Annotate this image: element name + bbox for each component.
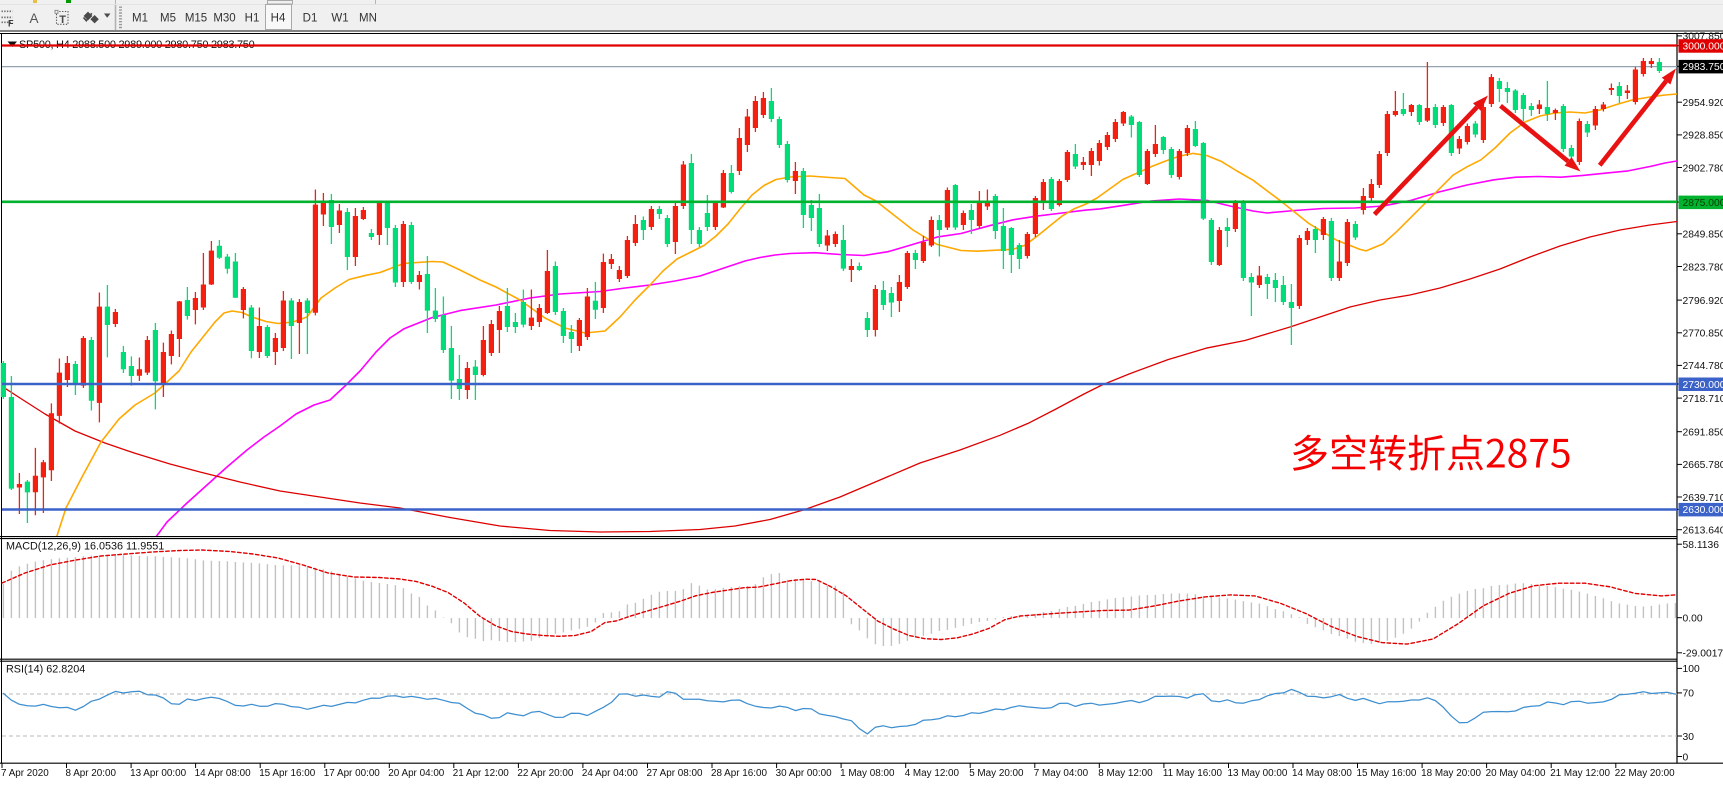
svg-text:100: 100 bbox=[1683, 664, 1700, 675]
svg-text:M5: M5 bbox=[160, 13, 176, 25]
svg-text:D1: D1 bbox=[303, 13, 318, 25]
svg-text:11 May 16:00: 11 May 16:00 bbox=[1163, 768, 1223, 779]
svg-text:2613.640: 2613.640 bbox=[1683, 526, 1723, 537]
svg-text:30 Apr 00:00: 30 Apr 00:00 bbox=[776, 768, 833, 779]
svg-text:0: 0 bbox=[1683, 752, 1689, 763]
svg-text:58.1136: 58.1136 bbox=[1683, 540, 1720, 551]
svg-text:A: A bbox=[30, 11, 39, 26]
svg-text:2770.850: 2770.850 bbox=[1683, 329, 1723, 340]
svg-text:24 Apr 04:00: 24 Apr 04:00 bbox=[582, 768, 639, 779]
svg-text:2744.780: 2744.780 bbox=[1683, 361, 1723, 372]
svg-text:15 Apr 16:00: 15 Apr 16:00 bbox=[259, 768, 316, 779]
svg-text:17 Apr 00:00: 17 Apr 00:00 bbox=[324, 768, 381, 779]
svg-text:27 Apr 08:00: 27 Apr 08:00 bbox=[647, 768, 704, 779]
svg-text:2849.850: 2849.850 bbox=[1683, 230, 1723, 241]
svg-text:T: T bbox=[59, 14, 66, 26]
svg-text:7 May 04:00: 7 May 04:00 bbox=[1034, 768, 1089, 779]
svg-text:8 May 12:00: 8 May 12:00 bbox=[1098, 768, 1153, 779]
svg-text:MACD(12,26,9) 16.0536 11.9551: MACD(12,26,9) 16.0536 11.9551 bbox=[6, 541, 164, 553]
svg-text:4 May 12:00: 4 May 12:00 bbox=[905, 768, 960, 779]
svg-text:RSI(14) 62.8204: RSI(14) 62.8204 bbox=[6, 664, 85, 676]
svg-text:3007.850: 3007.850 bbox=[1683, 32, 1723, 43]
svg-text:13 May 00:00: 13 May 00:00 bbox=[1228, 768, 1288, 779]
svg-text:2983.750: 2983.750 bbox=[1683, 62, 1723, 73]
svg-text:3000.000: 3000.000 bbox=[1683, 42, 1723, 53]
svg-text:H4: H4 bbox=[271, 13, 286, 25]
svg-text:1 May 08:00: 1 May 08:00 bbox=[840, 768, 895, 779]
svg-text:F: F bbox=[8, 19, 14, 29]
svg-text:2691.850: 2691.850 bbox=[1683, 428, 1723, 439]
svg-text:2730.000: 2730.000 bbox=[1683, 380, 1723, 391]
svg-text:5 May 20:00: 5 May 20:00 bbox=[969, 768, 1024, 779]
svg-text:2823.780: 2823.780 bbox=[1683, 262, 1723, 273]
svg-text:2875.000: 2875.000 bbox=[1683, 198, 1723, 209]
svg-text:2954.920: 2954.920 bbox=[1683, 98, 1723, 109]
svg-text:2718.710: 2718.710 bbox=[1683, 394, 1723, 405]
svg-text:-29.0017: -29.0017 bbox=[1683, 649, 1723, 660]
svg-text:14 May 08:00: 14 May 08:00 bbox=[1292, 768, 1352, 779]
svg-text:22 May 20:00: 22 May 20:00 bbox=[1615, 768, 1675, 779]
svg-text:14 Apr 08:00: 14 Apr 08:00 bbox=[195, 768, 252, 779]
svg-text:M30: M30 bbox=[213, 13, 235, 25]
svg-text:13 Apr 00:00: 13 Apr 00:00 bbox=[130, 768, 187, 779]
svg-text:W1: W1 bbox=[331, 13, 348, 25]
svg-text:2665.780: 2665.780 bbox=[1683, 460, 1723, 471]
svg-text:2902.780: 2902.780 bbox=[1683, 163, 1723, 174]
svg-text:M1: M1 bbox=[132, 13, 148, 25]
svg-text:21 Apr 12:00: 21 Apr 12:00 bbox=[453, 768, 510, 779]
svg-text:22 Apr 20:00: 22 Apr 20:00 bbox=[517, 768, 574, 779]
svg-text:18 May 20:00: 18 May 20:00 bbox=[1421, 768, 1481, 779]
svg-text:20 May 04:00: 20 May 04:00 bbox=[1486, 768, 1546, 779]
svg-text:21 May 12:00: 21 May 12:00 bbox=[1550, 768, 1610, 779]
svg-text:70: 70 bbox=[1683, 689, 1695, 700]
svg-text:2630.000: 2630.000 bbox=[1683, 505, 1723, 516]
svg-text:2796.920: 2796.920 bbox=[1683, 296, 1723, 307]
svg-text:8 Apr 20:00: 8 Apr 20:00 bbox=[66, 768, 117, 779]
svg-text:30: 30 bbox=[1683, 732, 1695, 743]
svg-text:15 May 16:00: 15 May 16:00 bbox=[1357, 768, 1417, 779]
svg-text:MN: MN bbox=[359, 13, 377, 25]
svg-text:2639.710: 2639.710 bbox=[1683, 493, 1723, 504]
svg-text:7 Apr 2020: 7 Apr 2020 bbox=[1, 768, 49, 779]
svg-text:2928.850: 2928.850 bbox=[1683, 131, 1723, 142]
svg-text:H1: H1 bbox=[245, 13, 260, 25]
svg-text:0.00: 0.00 bbox=[1683, 614, 1703, 625]
svg-text:28 Apr 16:00: 28 Apr 16:00 bbox=[711, 768, 768, 779]
svg-text:M15: M15 bbox=[185, 13, 207, 25]
svg-text:20 Apr 04:00: 20 Apr 04:00 bbox=[388, 768, 445, 779]
